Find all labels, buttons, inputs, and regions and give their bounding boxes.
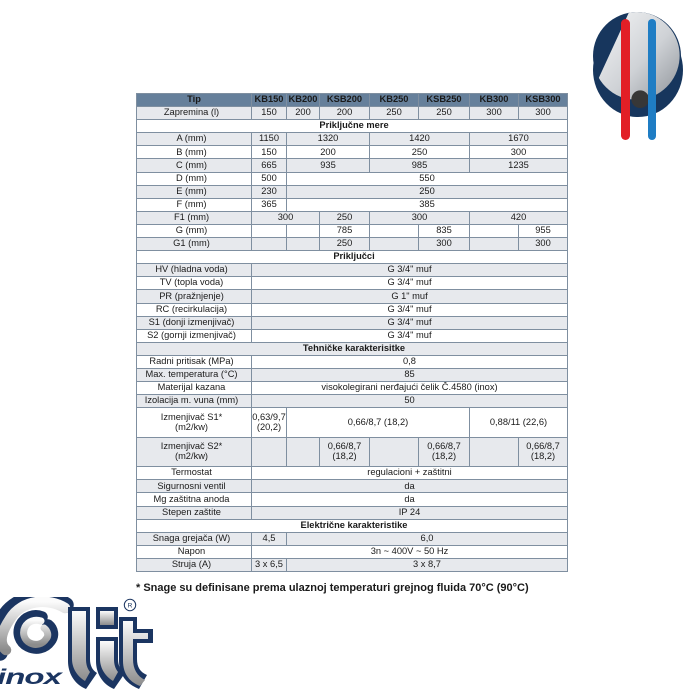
svg-text:inox: inox <box>0 666 64 689</box>
svg-text:R: R <box>128 603 133 610</box>
